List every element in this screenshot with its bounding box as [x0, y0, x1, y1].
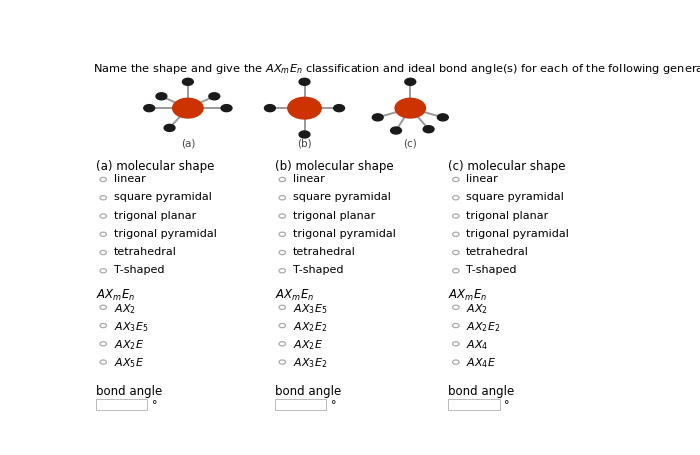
Text: $\mathit{AX}_4$: $\mathit{AX}_4$ — [466, 338, 489, 351]
Text: $\mathit{AX}_2$: $\mathit{AX}_2$ — [466, 301, 488, 315]
Text: trigonal pyramidal: trigonal pyramidal — [113, 228, 216, 238]
Circle shape — [173, 99, 203, 119]
Circle shape — [164, 125, 175, 132]
Text: trigonal planar: trigonal planar — [293, 210, 374, 220]
Circle shape — [183, 79, 193, 86]
Text: $\mathit{AX}_2\mathit{E}_2$: $\mathit{AX}_2\mathit{E}_2$ — [293, 319, 327, 333]
Text: bond angle: bond angle — [448, 384, 514, 398]
Bar — [274, 399, 326, 410]
Text: square pyramidal: square pyramidal — [466, 192, 564, 202]
Circle shape — [288, 98, 321, 120]
Text: $\mathit{AX}_3\mathit{E}_2$: $\mathit{AX}_3\mathit{E}_2$ — [293, 356, 327, 369]
Circle shape — [299, 79, 310, 86]
Text: trigonal planar: trigonal planar — [113, 210, 196, 220]
Text: tetrahedral: tetrahedral — [113, 247, 176, 257]
Text: $\mathit{AX}_m\mathit{E}_n$: $\mathit{AX}_m\mathit{E}_n$ — [448, 287, 487, 302]
Text: °: ° — [504, 399, 510, 409]
Text: (b): (b) — [298, 138, 312, 148]
Text: °: ° — [330, 399, 336, 409]
Text: $\mathit{AX}_2\mathit{E}$: $\mathit{AX}_2\mathit{E}$ — [113, 338, 144, 351]
Text: linear: linear — [293, 174, 324, 184]
Circle shape — [144, 106, 155, 112]
Bar — [448, 399, 500, 410]
Text: $\mathit{AX}_m\mathit{E}_n$: $\mathit{AX}_m\mathit{E}_n$ — [274, 287, 314, 302]
Text: $\mathit{AX}_4\mathit{E}$: $\mathit{AX}_4\mathit{E}$ — [466, 356, 496, 369]
Text: linear: linear — [113, 174, 146, 184]
Circle shape — [156, 94, 167, 101]
Text: (a) molecular shape: (a) molecular shape — [96, 160, 214, 173]
Bar — [96, 399, 147, 410]
Text: trigonal pyramidal: trigonal pyramidal — [466, 228, 569, 238]
Circle shape — [405, 79, 416, 86]
Circle shape — [221, 106, 232, 112]
Text: (b) molecular shape: (b) molecular shape — [274, 160, 393, 173]
Text: trigonal planar: trigonal planar — [466, 210, 548, 220]
Text: (a): (a) — [181, 138, 195, 148]
Text: $\mathit{AX}_5\mathit{E}$: $\mathit{AX}_5\mathit{E}$ — [113, 356, 144, 369]
Text: $\mathit{AX}_3\mathit{E}_5$: $\mathit{AX}_3\mathit{E}_5$ — [293, 301, 327, 315]
Text: square pyramidal: square pyramidal — [293, 192, 391, 202]
Text: Name the shape and give the $\mathit{AX}_m\mathit{E}_n$ classification and ideal: Name the shape and give the $\mathit{AX}… — [93, 62, 700, 76]
Text: tetrahedral: tetrahedral — [293, 247, 356, 257]
Text: T-shaped: T-shaped — [466, 265, 517, 275]
Text: square pyramidal: square pyramidal — [113, 192, 211, 202]
Text: $\mathit{AX}_2\mathit{E}$: $\mathit{AX}_2\mathit{E}$ — [293, 338, 323, 351]
Circle shape — [424, 126, 434, 133]
Text: linear: linear — [466, 174, 498, 184]
Text: $\mathit{AX}_3\mathit{E}_5$: $\mathit{AX}_3\mathit{E}_5$ — [113, 319, 148, 333]
Circle shape — [395, 99, 426, 119]
Text: °: ° — [151, 399, 157, 409]
Circle shape — [209, 94, 220, 101]
Circle shape — [391, 128, 402, 135]
Text: $\mathit{AX}_2\mathit{E}_2$: $\mathit{AX}_2\mathit{E}_2$ — [466, 319, 500, 333]
Text: $\mathit{AX}_2$: $\mathit{AX}_2$ — [113, 301, 136, 315]
Text: (c): (c) — [403, 138, 417, 148]
Circle shape — [265, 106, 275, 112]
Circle shape — [372, 115, 383, 121]
Text: bond angle: bond angle — [96, 384, 162, 398]
Circle shape — [299, 131, 310, 139]
Text: (c) molecular shape: (c) molecular shape — [448, 160, 566, 173]
Text: trigonal pyramidal: trigonal pyramidal — [293, 228, 395, 238]
Text: T-shaped: T-shaped — [293, 265, 343, 275]
Text: $\mathit{AX}_m\mathit{E}_n$: $\mathit{AX}_m\mathit{E}_n$ — [96, 287, 135, 302]
Text: tetrahedral: tetrahedral — [466, 247, 529, 257]
Circle shape — [438, 115, 448, 121]
Text: T-shaped: T-shaped — [113, 265, 164, 275]
Text: bond angle: bond angle — [274, 384, 341, 398]
Circle shape — [334, 106, 344, 112]
